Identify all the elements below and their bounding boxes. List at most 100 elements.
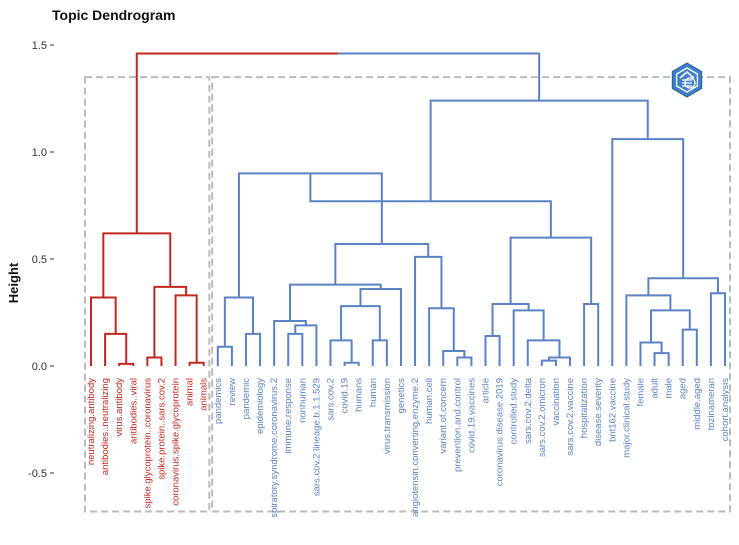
- dendrogram-link: [491, 302, 530, 337]
- dendrogram-link: [118, 362, 135, 366]
- cluster-boxes: [84, 76, 732, 513]
- dendrogram-link: [216, 345, 233, 366]
- leaf-label: human.cell: [424, 378, 435, 424]
- y-tick-label: -0.5: [28, 468, 47, 480]
- leaf-label: sars.cov.2.lineage.b.1.1.529: [311, 378, 322, 496]
- cluster-1-box: [84, 76, 211, 513]
- dendrogram-link: [547, 356, 572, 366]
- hexagon-logo-icon: [671, 62, 703, 98]
- dendrogram-link: [428, 307, 455, 366]
- dendrogram-link: [90, 296, 117, 366]
- y-axis: 1.5 1.0 0.5 0.0 -0.5: [28, 40, 54, 480]
- dendrogram-link: [135, 52, 338, 234]
- leaf-label: neutralizing.antibody: [86, 378, 97, 465]
- leaf-label: sars.cov.2.vaccine: [565, 378, 576, 455]
- leaf-label: variant.of.concern: [438, 378, 449, 454]
- dendrogram-link: [244, 332, 262, 366]
- leaf-label: spike.protein..sars.cov.2: [156, 378, 167, 480]
- leaf-label: angiotensin.converting.enzyme.2: [410, 378, 421, 517]
- dendrogram-link: [639, 341, 663, 366]
- dendrogram-link: [337, 52, 541, 101]
- cluster-2-box: [211, 76, 732, 513]
- leaf-label: genetics: [396, 378, 407, 414]
- dendrogram-link: [223, 296, 255, 347]
- leaf-label: animal: [185, 378, 196, 406]
- leaf-label: human: [368, 378, 379, 407]
- dendrogram-link: [287, 332, 304, 366]
- leaf-label: covid.19: [340, 378, 351, 413]
- dendrogram-link: [429, 99, 649, 202]
- dendrogram-link: [104, 332, 128, 366]
- leaf-label: sars.cov.2.delta: [523, 377, 534, 444]
- leaf-label: nonhuman: [297, 378, 308, 423]
- dendrogram-link: [343, 361, 360, 366]
- leaf-label: major.clinical.study: [621, 378, 632, 458]
- dendrogram-link: [526, 339, 561, 366]
- y-tick-label: 0.5: [32, 254, 47, 266]
- dendrogram-link: [709, 292, 726, 366]
- leaf-label: epidemiology: [255, 378, 266, 434]
- dendrogram-link: [294, 324, 318, 366]
- dendrogram-link: [653, 352, 670, 366]
- y-tick-label: 0.0: [32, 361, 47, 373]
- leaf-label: immune.response: [283, 378, 294, 454]
- leaf-label: middle.aged: [692, 378, 703, 430]
- dendrogram-link: [647, 277, 719, 296]
- dendrogram-link: [650, 309, 691, 343]
- dendrogram-link: [273, 320, 307, 366]
- leaf-label: antibodies..viral: [128, 378, 139, 444]
- leaf-label: disease.severity: [593, 378, 604, 446]
- leaf-label: virus.transmission: [382, 378, 393, 454]
- dendrogram-link: [153, 285, 188, 358]
- dendrogram-link: [583, 302, 600, 366]
- dendrogram-link: [484, 335, 501, 366]
- leaf-label: pandemics: [213, 378, 224, 424]
- dendrogram-link: [289, 283, 382, 322]
- dendrogram-links: [90, 52, 726, 366]
- leaf-label: sars.cov.2.omicron: [537, 378, 548, 457]
- chart-title: Topic Dendrogram: [52, 7, 175, 23]
- leaf-label: bnt162.vaccine: [607, 378, 618, 442]
- leaf-label: coronavirus.disease.2019: [495, 378, 506, 486]
- dendrogram-link: [442, 350, 466, 366]
- dendrogram-link: [146, 356, 163, 366]
- dendrogram-link: [509, 236, 593, 304]
- leaf-label: spike.glycoprotein..coronavirus: [142, 378, 153, 509]
- leaf-label: sars.cov.2: [326, 378, 337, 421]
- leaf-label: animals: [199, 378, 210, 411]
- leaf-label: covid.19.vaccines: [466, 378, 477, 453]
- leaf-label: coronavirus.spike.glycoprotein: [171, 378, 182, 506]
- leaf-label: vaccination: [551, 378, 562, 426]
- dendrogram-link: [456, 356, 473, 366]
- leaf-label: hospitalization: [579, 378, 590, 438]
- leaf-labels: neutralizing.antibody antibodies..neutral…: [86, 377, 731, 517]
- dendrogram-link: [102, 232, 172, 298]
- leaf-label: aged: [678, 378, 689, 399]
- leaf-label: spiratory.syndrome.coronavirus.2: [269, 378, 280, 518]
- dendrogram-link: [174, 294, 198, 366]
- dendrogram-link: [340, 305, 381, 341]
- leaf-label: antibodies..neutralizing: [100, 378, 111, 475]
- leaf-label: humans: [354, 378, 365, 412]
- leaf-label: female: [635, 378, 646, 407]
- dendrogram-link: [540, 359, 557, 366]
- leaf-label: cohort.analysis: [720, 378, 731, 442]
- leaf-label: review: [227, 378, 238, 406]
- dendrogram-link: [681, 328, 698, 366]
- dendrogram-link: [625, 294, 672, 366]
- y-tick-label: 1.0: [32, 147, 47, 159]
- leaf-label: controlled.study: [509, 378, 520, 445]
- leaf-label: pandemic: [241, 378, 252, 419]
- y-tick-label: 1.5: [32, 40, 47, 52]
- leaf-label: adult: [650, 378, 661, 399]
- leaf-label: article: [480, 378, 491, 403]
- leaf-label: male: [664, 378, 675, 399]
- y-axis-label: Height: [6, 262, 21, 303]
- leaf-label: prevention.and.control: [452, 378, 463, 472]
- leaf-label: tozinameran: [706, 378, 717, 430]
- dendrogram-link: [371, 339, 388, 366]
- dendrogram-link: [611, 138, 685, 366]
- leaf-label: virus.antibody: [114, 378, 125, 437]
